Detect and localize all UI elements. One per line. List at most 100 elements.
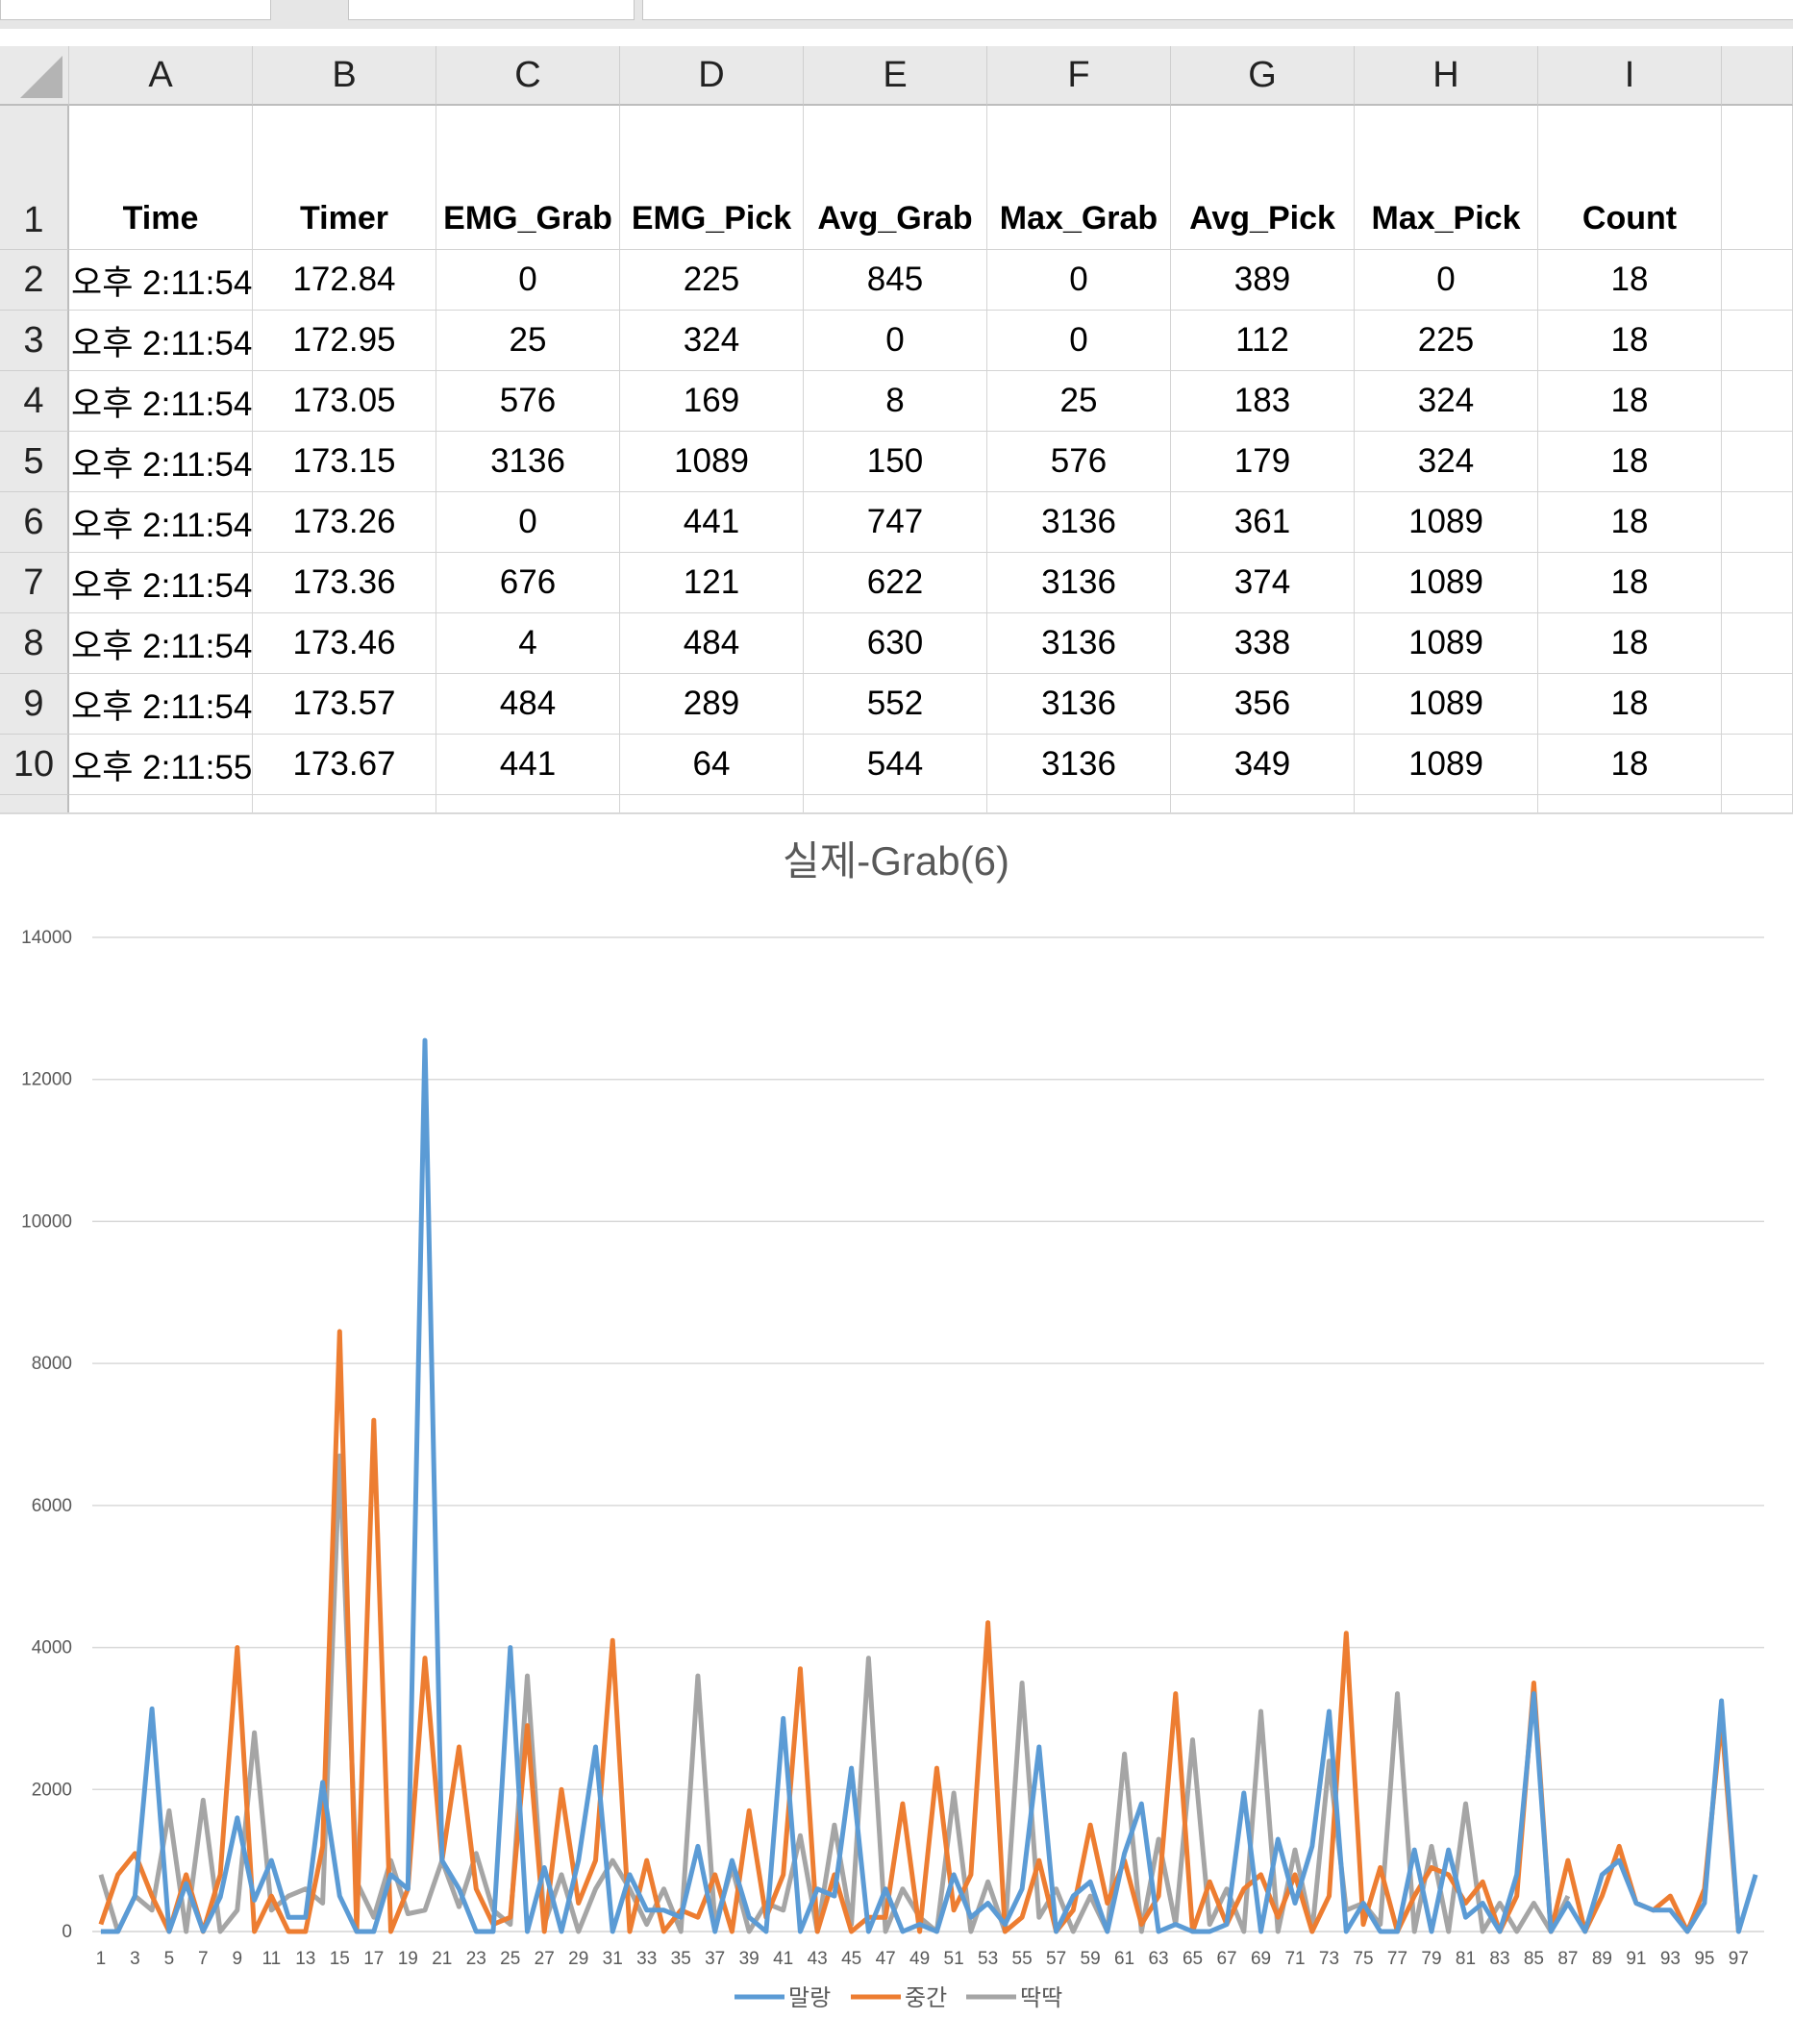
data-cell[interactable]: 845 [804,250,987,311]
data-cell[interactable] [1538,795,1722,812]
data-cell[interactable]: 18 [1538,250,1722,311]
data-cell[interactable]: 172.95 [253,311,436,371]
row-header-1[interactable]: 1 [0,106,69,250]
data-cell[interactable]: 18 [1538,674,1722,735]
column-header-h[interactable]: H [1355,46,1538,106]
header-cell[interactable]: EMG_Pick [620,106,804,250]
column-header-a[interactable]: A [69,46,253,106]
row-header[interactable]: 6 [0,492,69,553]
empty-cell[interactable] [1722,106,1793,250]
data-cell[interactable]: 1089 [1355,553,1538,613]
toolbar-box[interactable] [348,0,635,20]
time-cell[interactable]: 오후 2:11:54 [69,250,253,311]
data-cell[interactable]: 18 [1538,492,1722,553]
data-cell[interactable]: 349 [1171,735,1355,795]
select-all-corner[interactable] [0,46,69,106]
data-cell[interactable] [1722,371,1793,432]
time-cell[interactable]: 오후 2:11:54 [69,613,253,674]
data-cell[interactable]: 225 [1355,311,1538,371]
data-cell[interactable] [1722,553,1793,613]
data-cell[interactable]: 173.67 [253,735,436,795]
column-header-i[interactable]: I [1538,46,1722,106]
data-cell[interactable]: 18 [1538,311,1722,371]
data-cell[interactable]: 3136 [987,674,1171,735]
data-cell[interactable]: 173.57 [253,674,436,735]
row-header[interactable]: 8 [0,613,69,674]
data-cell[interactable]: 324 [1355,432,1538,492]
data-cell[interactable]: 0 [804,311,987,371]
row-header[interactable]: 3 [0,311,69,371]
data-cell[interactable]: 0 [436,250,620,311]
data-cell[interactable]: 18 [1538,371,1722,432]
data-cell[interactable] [1722,311,1793,371]
data-cell[interactable]: 576 [436,371,620,432]
data-cell[interactable]: 356 [1171,674,1355,735]
data-cell[interactable] [1171,795,1355,812]
data-cell[interactable] [804,795,987,812]
data-cell[interactable]: 18 [1538,735,1722,795]
header-cell[interactable]: Max_Pick [1355,106,1538,250]
time-cell[interactable]: 오후 2:11:54 [69,674,253,735]
data-cell[interactable]: 3136 [987,735,1171,795]
column-header-next[interactable] [1722,46,1793,106]
column-header-b[interactable]: B [253,46,436,106]
data-cell[interactable] [253,795,436,812]
header-cell[interactable]: EMG_Grab [436,106,620,250]
data-cell[interactable]: 0 [987,311,1171,371]
time-cell[interactable]: 오후 2:11:54 [69,371,253,432]
data-cell[interactable]: 1089 [1355,613,1538,674]
data-cell[interactable]: 150 [804,432,987,492]
data-cell[interactable]: 25 [436,311,620,371]
data-cell[interactable]: 173.46 [253,613,436,674]
data-cell[interactable]: 3136 [436,432,620,492]
row-header[interactable]: 9 [0,674,69,735]
data-cell[interactable]: 289 [620,674,804,735]
data-cell[interactable]: 18 [1538,432,1722,492]
data-cell[interactable] [1722,613,1793,674]
row-header[interactable]: 4 [0,371,69,432]
data-cell[interactable]: 576 [987,432,1171,492]
data-cell[interactable]: 121 [620,553,804,613]
column-header-f[interactable]: F [987,46,1171,106]
column-header-d[interactable]: D [620,46,804,106]
data-cell[interactable]: 389 [1171,250,1355,311]
data-cell[interactable]: 441 [620,492,804,553]
data-cell[interactable]: 18 [1538,613,1722,674]
row-header[interactable]: 7 [0,553,69,613]
data-cell[interactable]: 0 [1355,250,1538,311]
line-chart[interactable]: 실제-Grab(6) 0 2000 4000 6000 8000 10000 12000 140… [0,812,1793,2042]
data-cell[interactable]: 172.84 [253,250,436,311]
data-cell[interactable]: 25 [987,371,1171,432]
column-header-c[interactable]: C [436,46,620,106]
data-cell[interactable]: 179 [1171,432,1355,492]
time-cell[interactable]: 오후 2:11:55 [69,735,253,795]
data-cell[interactable] [1355,795,1538,812]
header-cell[interactable]: Avg_Pick [1171,106,1355,250]
column-header-g[interactable]: G [1171,46,1355,106]
data-cell[interactable]: 3136 [987,613,1171,674]
data-cell[interactable] [1722,432,1793,492]
data-cell[interactable]: 484 [436,674,620,735]
data-cell[interactable]: 1089 [1355,674,1538,735]
data-cell[interactable]: 324 [1355,371,1538,432]
data-cell[interactable]: 4 [436,613,620,674]
data-cell[interactable]: 374 [1171,553,1355,613]
data-cell[interactable] [436,795,620,812]
data-cell[interactable] [1722,492,1793,553]
header-cell[interactable]: Count [1538,106,1722,250]
data-cell[interactable]: 18 [1538,553,1722,613]
header-cell[interactable]: Time [69,106,253,250]
data-cell[interactable]: 225 [620,250,804,311]
data-cell[interactable]: 441 [436,735,620,795]
data-cell[interactable]: 747 [804,492,987,553]
data-cell[interactable]: 169 [620,371,804,432]
data-cell[interactable]: 622 [804,553,987,613]
data-cell[interactable] [987,795,1171,812]
data-cell[interactable]: 544 [804,735,987,795]
column-header-e[interactable]: E [804,46,987,106]
data-cell[interactable]: 0 [436,492,620,553]
data-cell[interactable]: 338 [1171,613,1355,674]
data-cell[interactable]: 0 [987,250,1171,311]
data-cell[interactable] [1722,250,1793,311]
data-cell[interactable]: 1089 [1355,735,1538,795]
